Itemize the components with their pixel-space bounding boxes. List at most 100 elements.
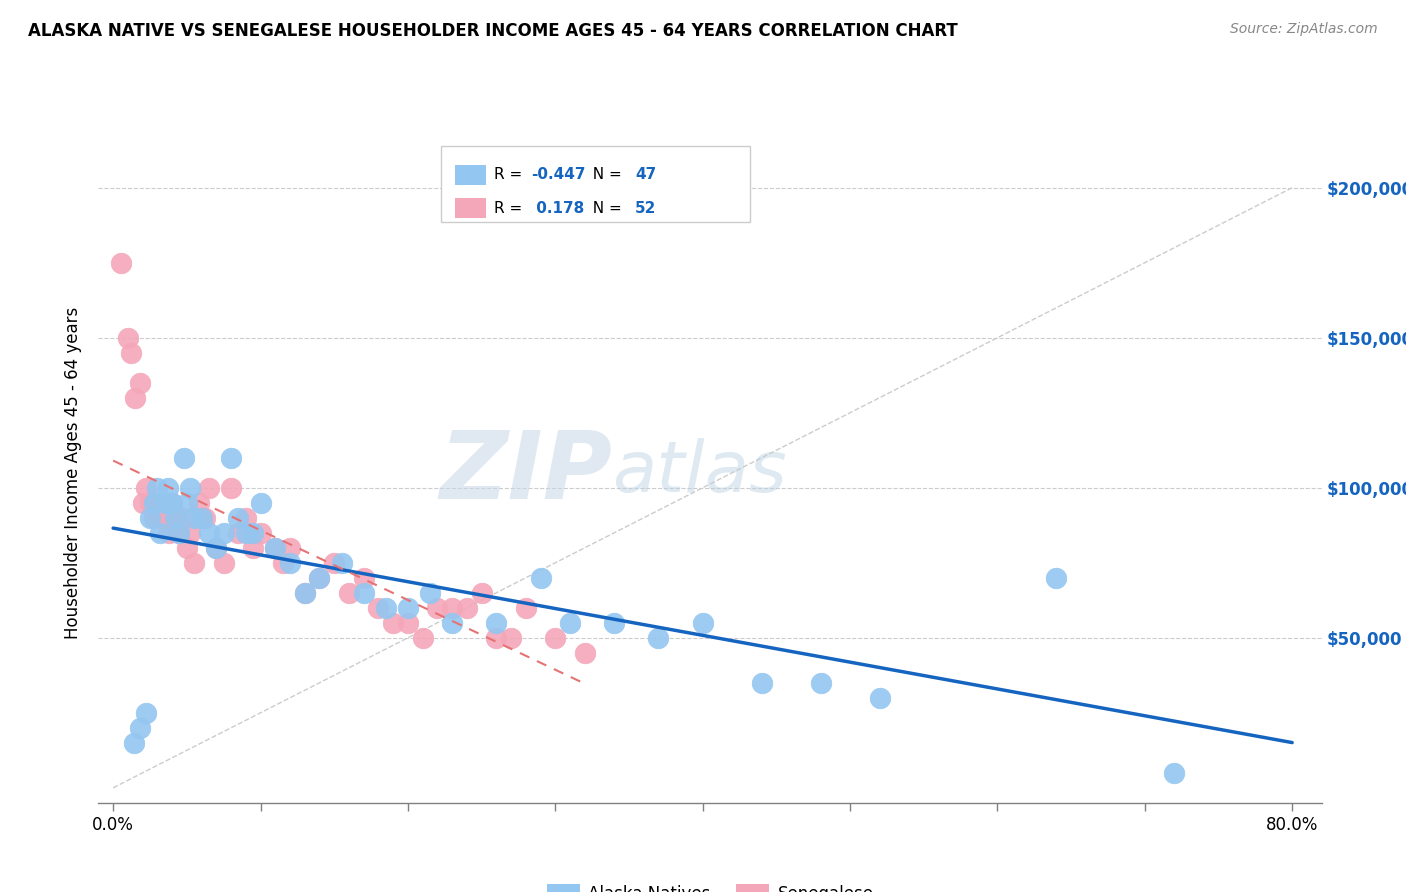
Point [308,571,330,585]
Point [128,721,150,735]
Point [471,586,494,600]
Point [183,556,205,570]
Point [235,510,257,524]
Point [149,510,172,524]
Point [515,600,537,615]
Point [353,586,375,600]
Point [179,525,201,540]
Point [485,615,508,630]
Point [396,600,419,615]
Point [353,571,375,585]
Point [139,510,162,524]
Text: N =: N = [583,201,627,216]
Point [382,615,405,630]
Point [278,541,301,555]
Point [374,600,396,615]
Point [179,481,201,495]
Point [499,631,522,645]
Point [131,496,153,510]
Point [173,450,195,465]
Point [157,525,180,540]
Point [198,525,221,540]
Point [187,496,209,510]
Point [603,615,626,630]
Point [183,510,205,524]
Point [135,481,157,495]
Point [169,525,191,540]
Point [198,481,221,495]
Point [485,631,508,645]
Point [190,510,212,524]
Point [153,496,176,510]
Point [308,571,330,585]
Point [135,706,157,720]
Point [173,510,195,524]
Point [190,510,212,524]
Point [426,600,449,615]
Text: R =: R = [495,168,527,183]
Point [278,556,301,570]
Y-axis label: Householder Income Ages 45 - 64 years: Householder Income Ages 45 - 64 years [65,307,83,639]
Point [117,331,139,345]
Point [692,615,714,630]
Point [1163,765,1185,780]
Point [160,496,183,510]
Point [367,600,389,615]
Point [441,615,464,630]
Point [810,675,832,690]
Point [529,571,551,585]
Point [235,525,257,540]
Point [149,525,172,540]
Point [143,510,166,524]
Point [205,541,228,555]
Point [219,450,242,465]
Text: 0.178: 0.178 [531,201,583,216]
Point [212,525,235,540]
Point [330,556,353,570]
Point [249,496,271,510]
Point [1045,571,1067,585]
Point [165,510,187,524]
Point [264,541,287,555]
Point [153,510,176,524]
Point [128,376,150,390]
Legend: Alaska Natives, Senegalese: Alaska Natives, Senegalese [540,877,880,892]
Point [146,481,169,495]
Text: atlas: atlas [612,438,787,508]
Point [146,496,169,510]
Point [271,556,294,570]
Point [396,615,419,630]
Point [160,496,183,510]
Text: ZIP: ZIP [439,426,612,519]
Point [219,481,242,495]
Point [143,496,166,510]
Point [176,496,198,510]
Point [156,481,179,495]
Point [337,586,360,600]
Point [294,586,316,600]
Point [419,586,441,600]
Point [558,615,581,630]
Point [574,646,596,660]
Point [456,600,478,615]
Point [264,541,287,555]
Point [122,736,145,750]
Point [242,541,264,555]
Point [193,510,215,524]
Text: ALASKA NATIVE VS SENEGALESE HOUSEHOLDER INCOME AGES 45 - 64 YEARS CORRELATION CH: ALASKA NATIVE VS SENEGALESE HOUSEHOLDER … [28,22,957,40]
Point [242,525,264,540]
Text: N =: N = [583,168,627,183]
Point [751,675,773,690]
Point [205,541,228,555]
Point [139,496,162,510]
Point [169,525,191,540]
Text: Source: ZipAtlas.com: Source: ZipAtlas.com [1230,22,1378,37]
Point [544,631,567,645]
Point [110,256,132,270]
Text: R =: R = [495,201,527,216]
Text: -0.447: -0.447 [531,168,585,183]
Point [228,525,250,540]
Point [294,586,316,600]
Point [120,345,142,359]
Text: 52: 52 [636,201,657,216]
